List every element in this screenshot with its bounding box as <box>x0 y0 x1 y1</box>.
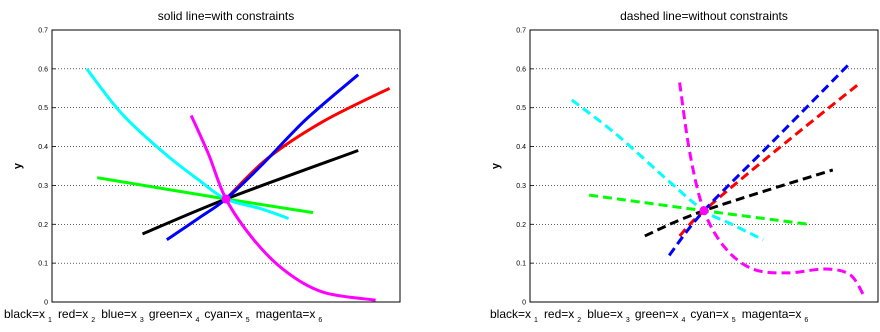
legend-label-cyan: cyan=x <box>690 307 728 321</box>
legend-sub-5: 5 <box>246 317 250 324</box>
legend-sub-1: 1 <box>534 317 538 324</box>
legend-sub-2: 2 <box>91 317 95 324</box>
legend-sub-1: 1 <box>48 317 52 324</box>
series-line-cyan <box>570 98 764 242</box>
intersection-point <box>699 206 709 216</box>
y-tick-label: 0 <box>522 300 526 307</box>
y-axis-label: y <box>12 162 24 169</box>
legend-label-green: green=x <box>635 307 679 321</box>
intersection-marker <box>221 194 231 204</box>
legend-label-magenta: magenta=x <box>256 307 316 321</box>
legend-caption: black=x 1 red=x 2 blue=x 3 green=x 4 cyan=x 5 mage… <box>490 307 808 324</box>
y-tick-label: 0.5 <box>38 105 48 112</box>
plot-frame <box>529 29 879 303</box>
series-lines <box>85 67 391 302</box>
chart-panel-without-constraints: 0 0.1 0.2 0.3 0.4 0.5 0.6 0.7 dashed line=witho… <box>490 9 879 307</box>
plot-frame <box>51 29 401 303</box>
legend-label-red: red=x <box>58 307 88 321</box>
legend-sub-3: 3 <box>140 317 144 324</box>
legend-label-red: red=x <box>544 307 574 321</box>
legend-label-black: black=x <box>4 307 45 321</box>
y-tick-label: 0.1 <box>516 261 526 268</box>
y-tick-label: 0.2 <box>516 222 526 229</box>
legend-label-green: green=x <box>149 307 193 321</box>
legend-sub-4: 4 <box>682 317 686 324</box>
grid-lines <box>530 68 878 264</box>
y-tick-label: 0.6 <box>516 66 526 73</box>
intersection-point <box>221 194 231 204</box>
series-line-red <box>678 81 862 237</box>
legend-sub-4: 4 <box>196 317 200 324</box>
y-tick-label: 0.4 <box>38 144 48 151</box>
y-tick-label: 0.3 <box>38 183 48 190</box>
legend-caption: black=x 1 red=x 2 blue=x 3 green=x 4 cyan=x 5 mage… <box>4 307 322 324</box>
y-tick-label: 0 <box>44 300 48 307</box>
y-axis-label: y <box>490 162 502 169</box>
y-tick-label: 0.6 <box>38 66 48 73</box>
series-line-blue <box>668 61 852 257</box>
y-tick-label: 0.1 <box>38 261 48 268</box>
series-line-black <box>644 168 834 238</box>
y-tick-label: 0.7 <box>38 28 48 35</box>
y-tick-label: 0.5 <box>516 105 526 112</box>
series-line-blue <box>165 73 360 242</box>
y-tick-label: 0.7 <box>516 28 526 35</box>
y-axis-ticks: 0 0.1 0.2 0.3 0.4 0.5 0.6 0.7 <box>516 28 534 307</box>
y-axis-ticks: 0 0.1 0.2 0.3 0.4 0.5 0.6 0.7 <box>38 28 56 307</box>
legend-sub-6: 6 <box>804 317 808 324</box>
legend-sub-2: 2 <box>577 317 581 324</box>
y-tick-label: 0.3 <box>516 183 526 190</box>
grid-lines <box>52 68 400 264</box>
legend-sub-3: 3 <box>626 317 630 324</box>
intersection-marker <box>699 206 709 216</box>
legend-label-magenta: magenta=x <box>742 307 802 321</box>
legend-sub-6: 6 <box>318 317 322 324</box>
y-tick-label: 0.4 <box>516 144 526 151</box>
series-line-cyan <box>85 67 290 220</box>
chart-panel-with-constraints: 0 0.1 0.2 0.3 0.4 0.5 0.6 0.7 solid line=with c… <box>12 9 401 307</box>
legend-label-blue: blue=x <box>101 307 137 321</box>
y-tick-label: 0.2 <box>38 222 48 229</box>
legend-label-cyan: cyan=x <box>204 307 242 321</box>
series-lines <box>570 61 866 298</box>
series-line-magenta <box>678 82 866 298</box>
legend-label-blue: blue=x <box>587 307 623 321</box>
series-line-magenta <box>189 114 376 302</box>
series-line-red <box>224 86 391 201</box>
legend-label-black: black=x <box>490 307 531 321</box>
legend-sub-5: 5 <box>732 317 736 324</box>
chart-title: dashed line=without constraints <box>620 9 788 23</box>
chart-title: solid line=with constraints <box>158 9 294 23</box>
